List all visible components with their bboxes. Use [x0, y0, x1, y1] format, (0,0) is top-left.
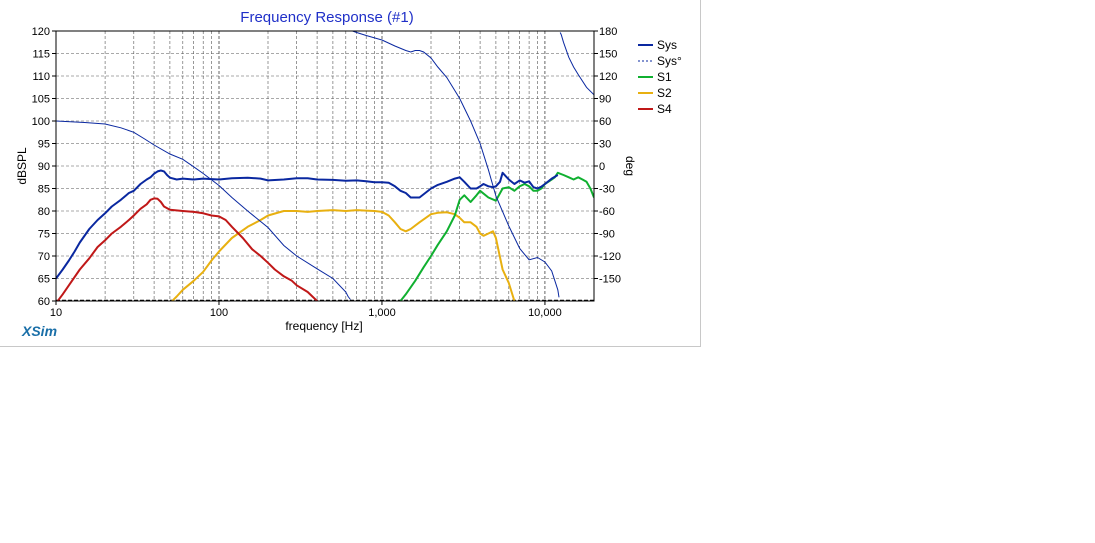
x-axis-label: frequency [Hz] — [285, 319, 362, 333]
y2-tick-label: 180 — [599, 26, 617, 38]
series-s1-line — [399, 171, 594, 301]
y2-axis-label: deg — [623, 156, 637, 176]
legend-label: S4 — [657, 102, 672, 116]
y-tick-label: 80 — [38, 206, 50, 218]
series-sys-line — [56, 169, 559, 280]
y-tick-label: 100 — [32, 116, 50, 128]
series-s4-line — [56, 197, 319, 301]
legend-label: Sys — [657, 38, 677, 52]
y-tick-label: 60 — [38, 296, 50, 308]
y-tick-label: 85 — [38, 184, 50, 196]
y-axis-label: dBSPL — [15, 147, 29, 185]
x-tick-label: 1,000 — [368, 307, 396, 319]
chart-title: Frequency Response (#1) — [240, 9, 413, 26]
y-tick-label: 95 — [38, 139, 50, 151]
y2-tick-label: 0 — [599, 161, 605, 173]
tick-labels: 6065707580859095100105110115120-150-120-… — [32, 26, 621, 319]
y2-tick-label: 150 — [599, 49, 617, 61]
grid — [56, 31, 594, 302]
y2-tick-label: 90 — [599, 94, 611, 106]
series-sys-phase-line — [559, 32, 594, 96]
y-tick-label: 75 — [38, 229, 50, 241]
y2-tick-label: -60 — [599, 206, 615, 218]
x-tick-label: 10 — [50, 307, 62, 319]
series-s2-line — [170, 209, 516, 301]
y2-tick-label: 120 — [599, 71, 617, 83]
y2-tick-label: -120 — [599, 251, 621, 263]
brand-logo: XSim — [22, 323, 58, 339]
y2-tick-label: -150 — [599, 274, 621, 286]
legend-label: S2 — [657, 86, 672, 100]
series-sys-phase-line — [352, 31, 560, 298]
series-layer — [56, 31, 594, 301]
y-tick-label: 90 — [38, 161, 50, 173]
y2-tick-label: -90 — [599, 229, 615, 241]
legend-label: S1 — [657, 70, 672, 84]
y-tick-label: 115 — [32, 49, 50, 61]
y-tick-label: 70 — [38, 251, 50, 263]
y-tick-label: 110 — [32, 71, 50, 83]
y2-tick-label: 60 — [599, 116, 611, 128]
legend-label: Sys° — [657, 54, 682, 68]
x-tick-label: 10,000 — [528, 307, 562, 319]
y-tick-label: 65 — [38, 274, 50, 286]
chart-panel: Frequency Response (#1) 60 65 70 75 80 85 90 95… — [0, 0, 701, 347]
y-tick-label: 105 — [32, 94, 50, 106]
y2-tick-label: -30 — [599, 184, 615, 196]
frequency-response-chart: Frequency Response (#1) 60 65 70 75 80 85 90 95… — [15, 9, 682, 333]
x-tick-label: 100 — [210, 307, 228, 319]
y-tick-label: 120 — [32, 26, 50, 38]
y2-tick-label: 30 — [599, 139, 611, 151]
legend: Sys Sys° S1 S2 S4 — [638, 38, 682, 116]
